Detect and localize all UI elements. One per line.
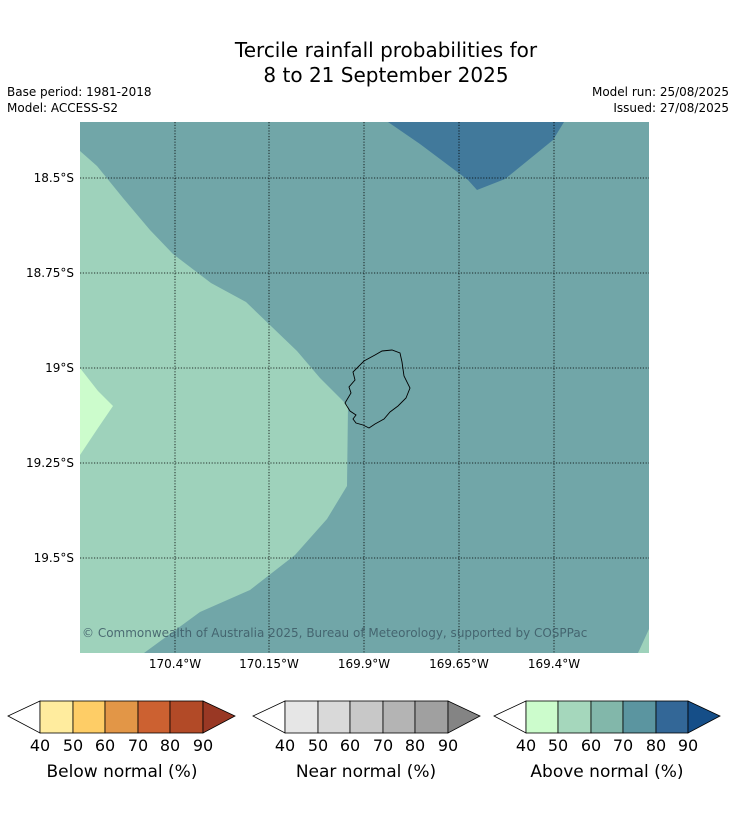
cbar-above-tick-80: 80: [645, 736, 667, 755]
cbar-near-seg-4: [382, 700, 416, 734]
colorbar-near: [252, 700, 481, 734]
region-above-70-80: [388, 122, 564, 190]
cbar-below-title: Below normal (%): [46, 762, 198, 782]
cbar-above-seg-3: [590, 700, 624, 734]
gridlines: [80, 122, 649, 653]
map-title: Tercile rainfall probabilities for 8 to …: [0, 38, 736, 88]
lat-label-18-5: 18.5°S: [33, 171, 74, 185]
issued-date: Issued: 27/08/2025: [613, 101, 729, 115]
cbar-near-seg-6: [447, 700, 481, 734]
meta-right: Model run: 25/08/2025 Issued: 27/08/2025: [592, 84, 729, 116]
cbar-below-seg-0: [7, 700, 41, 734]
cbar-above-title: Above normal (%): [530, 762, 684, 782]
cbar-above-seg-5: [655, 700, 689, 734]
cbar-below-tick-40: 40: [29, 736, 51, 755]
cbar-below-tick-50: 50: [62, 736, 84, 755]
cbar-below-seg-1: [39, 700, 74, 734]
cbar-near-tick-50: 50: [307, 736, 329, 755]
colorbar-above: [493, 700, 721, 734]
cbar-above-tick-70: 70: [612, 736, 634, 755]
lon-label-169-65: 169.65°W: [429, 657, 489, 671]
colorbar-below: [7, 700, 236, 734]
cbar-near-seg-3: [349, 700, 384, 734]
island-coastline: [344, 349, 411, 429]
map-area[interactable]: [80, 122, 649, 653]
cbar-below-tick-80: 80: [159, 736, 181, 755]
region-above-50-60: [80, 151, 348, 653]
title-line-1: Tercile rainfall probabilities for: [234, 38, 538, 62]
model-name: Model: ACCESS-S2: [7, 101, 119, 115]
cbar-above-seg-0: [493, 700, 527, 734]
cbar-below-tick-90: 90: [192, 736, 214, 755]
cbar-near-seg-0: [252, 700, 286, 734]
cbar-near-title: Near normal (%): [295, 762, 437, 782]
lon-label-170-15: 170.15°W: [239, 657, 299, 671]
lon-label-170-4: 170.4°W: [148, 657, 202, 671]
lat-label-19: 19°S: [45, 361, 74, 375]
cbar-below-tick-70: 70: [127, 736, 149, 755]
cbar-above-seg-2: [557, 700, 592, 734]
cbar-above-seg-4: [622, 700, 657, 734]
cbar-above-tick-50: 50: [547, 736, 569, 755]
cbar-above-tick-40: 40: [515, 736, 537, 755]
cbar-above-tick-90: 90: [677, 736, 699, 755]
cbar-near-seg-1: [284, 700, 319, 734]
cbar-near-tick-70: 70: [372, 736, 394, 755]
cbar-above-seg-6: [687, 700, 721, 734]
cbar-near-seg-5: [414, 700, 449, 734]
cbar-below-seg-5: [169, 700, 204, 734]
cbar-near-tick-80: 80: [404, 736, 426, 755]
colorbars: [7, 700, 721, 734]
cbar-below-seg-6: [202, 700, 236, 734]
lat-label-18-75: 18.75°S: [26, 266, 74, 280]
region-above-50-60-corner: [638, 629, 649, 653]
region-above-40-50: [80, 368, 113, 455]
cbar-above-tick-60: 60: [580, 736, 602, 755]
lat-label-19-25: 19.25°S: [26, 456, 74, 470]
cbar-near-tick-90: 90: [437, 736, 459, 755]
model-run: Model run: 25/08/2025: [591, 85, 729, 99]
cbar-near-seg-2: [317, 700, 351, 734]
cbar-above-seg-1: [525, 700, 559, 734]
cbar-below-seg-4: [137, 700, 171, 734]
cbar-near-tick-60: 60: [339, 736, 361, 755]
lat-label-19-5: 19.5°S: [33, 551, 74, 565]
cbar-below-seg-3: [104, 700, 139, 734]
base-period: Base period: 1981-2018: [7, 85, 152, 99]
title-line-2: 8 to 21 September 2025: [263, 63, 509, 87]
cbar-below-seg-2: [72, 700, 106, 734]
copyright-notice: © Commonwealth of Australia 2025, Bureau…: [82, 626, 588, 640]
cbar-below-tick-60: 60: [94, 736, 116, 755]
cbar-near-tick-40: 40: [274, 736, 296, 755]
lon-label-169-4: 169.4°W: [527, 657, 581, 671]
meta-left: Base period: 1981-2018 Model: ACCESS-S2: [7, 84, 152, 116]
lon-label-169-9: 169.9°W: [337, 657, 391, 671]
